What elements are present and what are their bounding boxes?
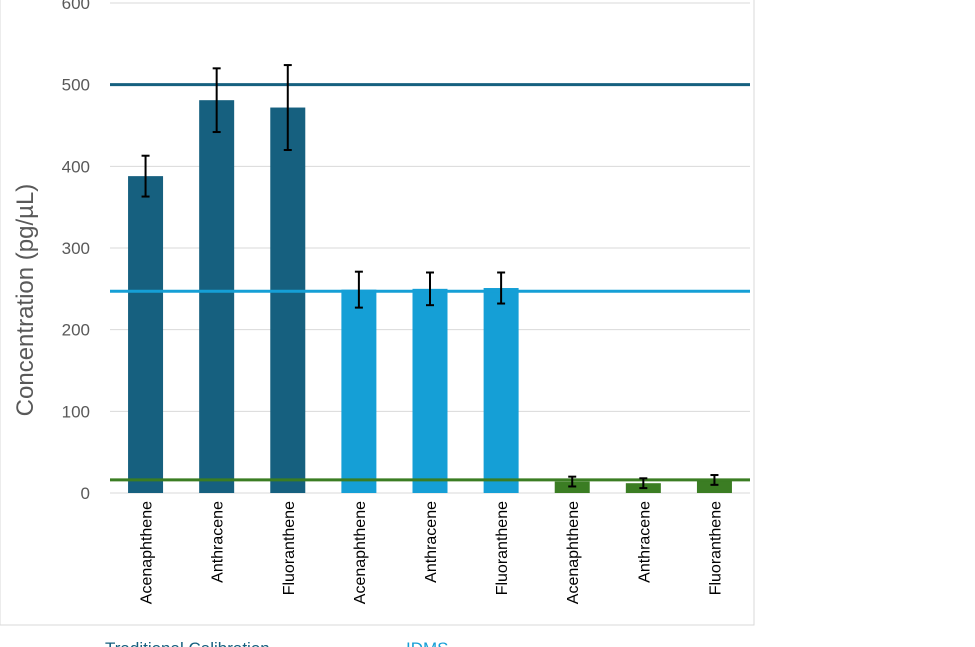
category-label: Fluoranthene xyxy=(281,501,298,595)
bar xyxy=(270,107,306,494)
bar xyxy=(341,289,377,493)
y-tick-labels: 0 100 200 300 400 500 600 xyxy=(62,0,90,503)
category-labels: Acenaphthene Anthracene Fluoranthene Acenap… xyxy=(139,501,725,604)
bars xyxy=(128,100,732,494)
category-label: Fluoranthene xyxy=(707,501,724,595)
y-axis-title: Concentration (pg/µL) xyxy=(12,184,39,417)
error-bars xyxy=(141,64,719,490)
category-label: Fluoranthene xyxy=(494,501,511,595)
category-label: Anthracene xyxy=(210,501,227,583)
y-tick-label: 300 xyxy=(62,239,90,258)
category-label: Acenaphthene xyxy=(139,501,156,604)
category-label: Acenaphthene xyxy=(352,501,369,604)
y-tick-label: 0 xyxy=(81,484,90,503)
bar xyxy=(483,288,519,493)
bar xyxy=(412,288,448,493)
legend-label: IDMS xyxy=(406,639,449,647)
category-label: Acenaphthene xyxy=(565,501,582,604)
y-tick-label: 500 xyxy=(62,76,90,95)
y-tick-label: 100 xyxy=(62,402,90,421)
bar xyxy=(128,176,164,493)
bar xyxy=(696,479,732,493)
category-label: Anthracene xyxy=(423,501,440,583)
y-tick-label: 200 xyxy=(62,321,90,340)
y-tick-label: 600 xyxy=(62,0,90,13)
y-tick-label: 400 xyxy=(62,157,90,176)
legend-label: Traditional Calibration xyxy=(105,639,270,647)
chart-area-border xyxy=(0,0,755,626)
legend: Traditional Calibration IDMS xyxy=(105,639,449,647)
bar xyxy=(199,100,235,493)
category-label: Anthracene xyxy=(636,501,653,583)
